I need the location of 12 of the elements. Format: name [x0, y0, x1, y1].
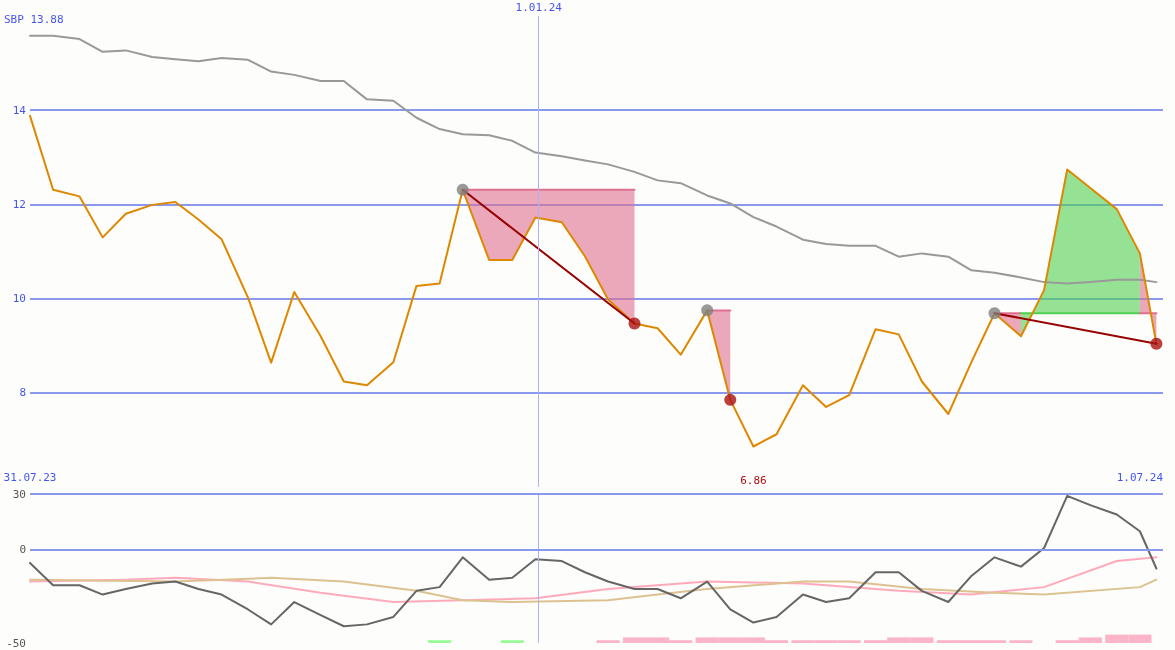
y-tick-label: -50 — [6, 636, 26, 650]
y-tick-label: 10 — [12, 292, 26, 306]
y-tick-label: 12 — [12, 197, 26, 211]
ref-line-label: 1.01.24 — [515, 1, 563, 14]
x-tick-label: 31.07.23 — [3, 471, 57, 484]
y-tick-label: 30 — [12, 487, 26, 501]
annotation: SBP 13.88 — [4, 13, 64, 26]
x-tick-label: 1.07.24 — [1116, 471, 1164, 484]
annotation: 6.86 — [740, 473, 767, 487]
y-tick-label: 14 — [12, 103, 27, 117]
y-tick-label: 0 — [19, 543, 26, 557]
y-tick-label: 8 — [19, 386, 26, 400]
